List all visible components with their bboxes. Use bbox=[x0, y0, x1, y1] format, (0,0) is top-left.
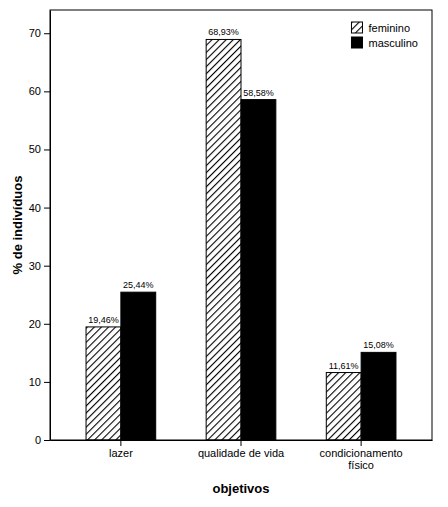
tick-label: qualidade de vida bbox=[198, 447, 285, 459]
tick: qualidade de vida bbox=[198, 440, 285, 459]
tick-label: lazer bbox=[109, 447, 133, 459]
tick-mark bbox=[361, 440, 362, 446]
tick: 20 bbox=[29, 318, 50, 330]
data-label: 11,61% bbox=[329, 361, 359, 371]
data-label: 19,46% bbox=[88, 315, 119, 325]
x-axis: lazer qualidade de vida condicionamentofís… bbox=[51, 440, 433, 471]
bar bbox=[326, 373, 361, 440]
tick-label: 30 bbox=[29, 260, 41, 272]
plot: 19,46% 68,93% 11,61% 25,44% 58,58% 15,08% 0 10 2… bbox=[29, 10, 433, 471]
tick: 30 bbox=[29, 260, 50, 272]
legend-swatch bbox=[351, 22, 362, 33]
bar bbox=[121, 292, 156, 440]
tick-label: 70 bbox=[29, 27, 41, 39]
tick: lazer bbox=[109, 440, 133, 459]
tick-mark bbox=[44, 208, 50, 209]
tick-mark bbox=[120, 440, 121, 446]
data-label: 25,44% bbox=[123, 280, 154, 290]
tick-label: 40 bbox=[29, 202, 41, 214]
data-label: 15,08% bbox=[363, 340, 394, 350]
x-axis-title: objetivos bbox=[212, 481, 269, 496]
tick-label: 10 bbox=[29, 376, 41, 388]
tick-label: 50 bbox=[29, 143, 41, 155]
tick-mark bbox=[241, 440, 242, 446]
legend-label: masculino bbox=[368, 37, 418, 49]
tick-mark bbox=[44, 382, 50, 383]
bar bbox=[206, 39, 241, 440]
tick-label: condicionamentofísico bbox=[320, 447, 403, 471]
tick-mark bbox=[44, 91, 50, 92]
bars bbox=[86, 39, 396, 440]
tick-mark bbox=[44, 324, 50, 325]
legend-item: masculino bbox=[351, 37, 418, 49]
tick-mark bbox=[44, 440, 50, 441]
tick-label: 20 bbox=[29, 318, 41, 330]
tick: condicionamentofísico bbox=[320, 440, 403, 471]
data-labels: 19,46% 68,93% 11,61% 25,44% 58,58% 15,08% bbox=[88, 27, 394, 370]
tick: 60 bbox=[29, 85, 50, 97]
axis-line bbox=[50, 11, 51, 441]
tick: 50 bbox=[29, 143, 50, 155]
legend-item: feminino bbox=[351, 22, 410, 34]
tick: 0 bbox=[35, 434, 50, 446]
plot-frame bbox=[50, 10, 432, 440]
y-axis-title: % de indivíduos bbox=[10, 176, 25, 275]
tick-mark bbox=[44, 33, 50, 34]
tick-mark bbox=[44, 266, 50, 267]
chart: 19,46% 68,93% 11,61% 25,44% 58,58% 15,08% 0 10 2… bbox=[0, 0, 448, 507]
tick-label: 60 bbox=[29, 85, 41, 97]
legend-swatch bbox=[351, 37, 362, 48]
tick-mark bbox=[44, 149, 50, 150]
legend: feminino masculino bbox=[351, 22, 418, 49]
tick: 70 bbox=[29, 27, 50, 39]
legend-label: feminino bbox=[368, 22, 410, 34]
data-label: 58,58% bbox=[243, 88, 274, 98]
tick-label: 0 bbox=[35, 434, 41, 446]
bar bbox=[361, 352, 396, 440]
tick: 40 bbox=[29, 202, 50, 214]
tick: 10 bbox=[29, 376, 50, 388]
data-label: 68,93% bbox=[208, 27, 239, 37]
bar bbox=[86, 327, 121, 440]
bar bbox=[241, 100, 276, 440]
y-axis: 0 10 20 30 40 50 60 70 bbox=[29, 11, 51, 447]
